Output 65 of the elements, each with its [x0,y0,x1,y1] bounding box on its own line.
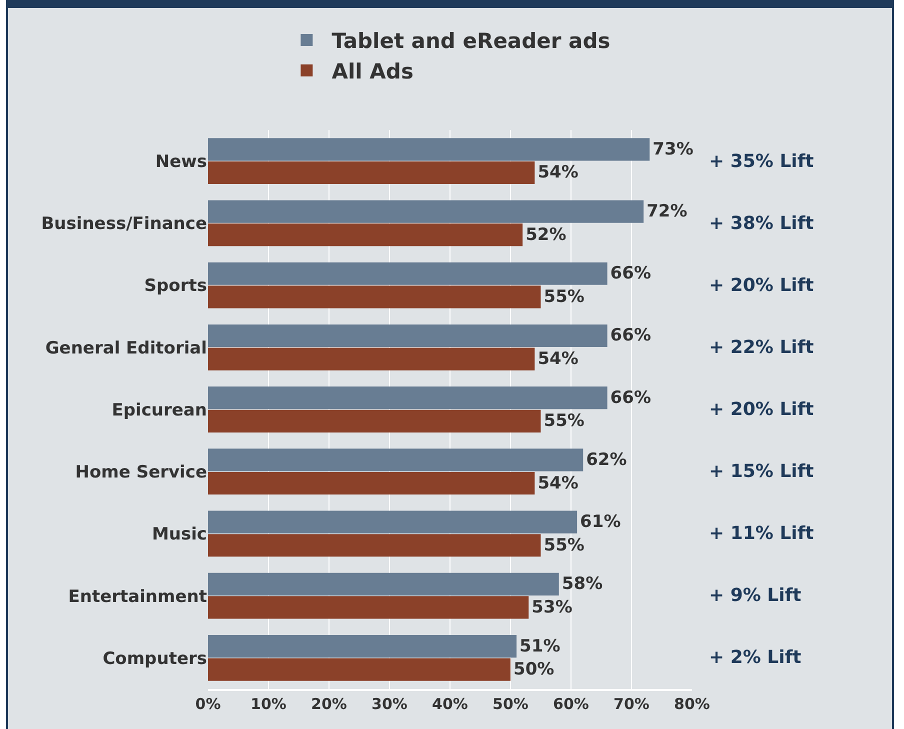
data-label: 54% [538,473,578,494]
data-label: 62% [586,450,627,470]
bar [208,286,541,308]
bar [208,138,650,161]
x-tick-label: 80% [674,695,710,713]
x-tick-label: 60% [553,695,589,713]
text: + 20% Lift [709,275,814,296]
y-tick-label: Sports [144,276,207,296]
x-tick-label: 50% [492,695,528,713]
text: + 38% Lift [709,213,814,234]
data-label: 66% [610,264,652,284]
y-tick-label: Business/Finance [41,214,207,234]
text: + 9% Lift [709,585,802,606]
y-tick-label: Computers [102,648,207,669]
text: + 35% Lift [709,151,814,172]
x-tick-label: 30% [372,695,408,713]
data-label: 52% [526,224,566,245]
bar [208,472,535,495]
bar [208,348,535,370]
text: + 20% Lift [709,399,814,420]
bar [208,262,608,285]
y-tick-label: Music [152,524,207,545]
bar [208,448,584,472]
bar [208,386,608,410]
bar [208,635,517,658]
legend-label: Tablet and eReader ads [332,29,610,54]
x-tick-label: 0% [195,695,221,713]
data-label: 55% [544,411,584,432]
data-label: 54% [538,349,578,370]
data-label: 53% [532,597,572,618]
bar [208,161,535,184]
y-tick-label: Entertainment [68,586,207,607]
bar [208,200,644,223]
bar [208,410,541,432]
data-label: 66% [610,326,652,346]
data-label: 55% [544,535,584,556]
data-label: 58% [562,574,603,594]
data-label: 61% [580,512,621,532]
data-label: 50% [514,660,554,680]
x-tick-label: 20% [311,695,347,713]
bar [208,324,608,348]
y-tick-label: Home Service [75,462,207,483]
y-tick-label: Epicurean [112,400,207,420]
text: + 22% Lift [709,337,814,358]
bar [208,658,510,681]
data-label: 51% [520,636,560,656]
data-label: 55% [544,286,584,307]
x-tick-label: 10% [250,695,286,713]
legend-label: All Ads [332,60,414,84]
data-label: 66% [610,388,652,408]
x-tick-label: 40% [432,695,468,713]
data-label: 72% [646,202,688,222]
y-tick-label: News [155,152,207,172]
y-tick-label: General Editorial [45,338,207,358]
text: + 15% Lift [709,461,814,482]
data-label: 54% [538,162,578,183]
text: + 11% Lift [709,523,814,544]
bar [208,510,578,534]
bar [208,534,541,557]
text: + 2% Lift [709,647,802,668]
data-label: 73% [652,139,694,160]
bar [208,596,529,619]
bar [208,224,523,246]
bar [208,572,559,596]
x-tick-label: 70% [614,695,650,713]
